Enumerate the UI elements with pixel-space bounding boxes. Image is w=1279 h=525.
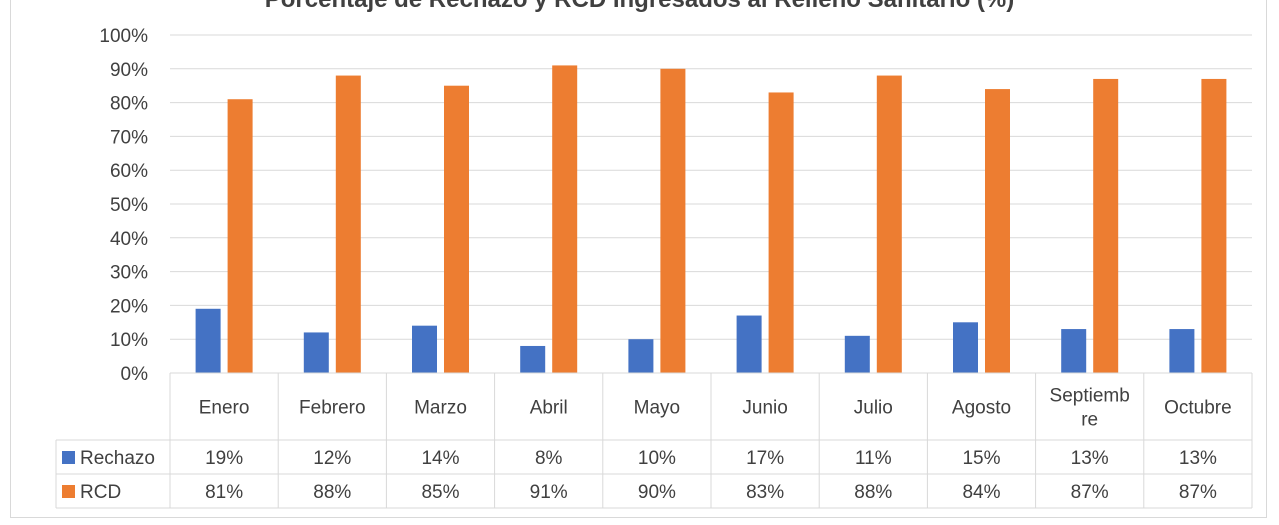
bar-rechazo-julio	[844, 335, 870, 373]
data-label-rechazo: 11%	[855, 448, 892, 469]
y-axis-ticks: 0% 10% 20% 30% 40% 50% 60% 70% 80% 90% 100%	[99, 26, 148, 385]
y-tick-label: 100%	[99, 26, 148, 47]
y-tick-label: 0%	[121, 364, 149, 385]
y-tick-label: 10%	[110, 330, 148, 351]
data-label-rcd: 87%	[1071, 482, 1109, 503]
data-label-rechazo: 14%	[421, 448, 459, 469]
bar-rcd-febrero	[335, 75, 361, 373]
y-tick-label: 80%	[110, 94, 148, 115]
bar-rechazo-mayo	[628, 339, 654, 373]
data-label-rcd: 84%	[962, 482, 1000, 503]
data-label-rcd: 83%	[746, 482, 784, 503]
data-label-rechazo: 17%	[746, 448, 784, 469]
data-label-rechazo: 12%	[313, 448, 351, 469]
data-label-rcd: 81%	[205, 482, 243, 503]
category-label: re	[1081, 410, 1098, 431]
data-label-rcd: 91%	[530, 482, 568, 503]
data-label-rechazo: 13%	[1071, 448, 1109, 469]
category-label: Abril	[530, 398, 568, 419]
bar-rcd-septiembre	[1093, 78, 1119, 373]
y-tick-label: 30%	[110, 263, 148, 284]
bar-rcd-julio	[876, 75, 902, 373]
bar-rechazo-septiembre	[1061, 329, 1087, 373]
bars	[195, 65, 1227, 374]
bar-rechazo-abril	[520, 345, 546, 373]
bar-rechazo-febrero	[303, 332, 329, 373]
chart-frame	[10, 0, 1267, 518]
data-label-rcd: 90%	[638, 482, 676, 503]
bar-rcd-mayo	[660, 68, 686, 374]
bar-rcd-junio	[768, 92, 794, 374]
bar-rcd-agosto	[985, 89, 1010, 373]
category-label: Marzo	[414, 398, 467, 419]
y-tick-label: 40%	[110, 229, 148, 250]
category-label: Mayo	[634, 398, 680, 419]
data-label-rechazo: 13%	[1179, 448, 1217, 469]
data-label-rcd: 88%	[854, 482, 892, 503]
bar-rcd-marzo	[444, 85, 469, 373]
bar-rcd-enero	[227, 99, 253, 373]
category-label: Agosto	[952, 398, 1011, 419]
data-label-rechazo: 10%	[638, 448, 676, 469]
data-label-rcd: 87%	[1179, 482, 1217, 503]
category-label: Octubre	[1164, 398, 1232, 419]
category-label: Junio	[742, 398, 787, 419]
y-tick-label: 70%	[110, 127, 148, 148]
data-label-rcd: 85%	[421, 482, 459, 503]
y-tick-label: 20%	[110, 296, 148, 317]
y-tick-label: 50%	[110, 195, 148, 216]
y-tick-label: 90%	[110, 60, 148, 81]
legend-label: RCD	[80, 482, 121, 503]
category-label: Febrero	[299, 398, 366, 419]
legend-key-rechazo	[62, 451, 75, 464]
bar-rechazo-junio	[736, 315, 762, 373]
category-label: Septiemb	[1050, 386, 1130, 407]
chart-title: Porcentaje de Rechazo y RCD Ingresados a…	[0, 0, 1279, 14]
category-label: Julio	[854, 398, 893, 419]
data-label-rechazo: 15%	[962, 448, 1000, 469]
category-label: Enero	[199, 398, 250, 419]
bar-rechazo-agosto	[953, 322, 978, 373]
legend-label: Rechazo	[80, 448, 155, 469]
bar-rcd-octubre	[1201, 78, 1227, 373]
bar-rechazo-octubre	[1169, 329, 1195, 373]
data-table: Enero Febrero Marzo Abril Mayo Junio Julio Agos…	[55, 372, 1253, 509]
bar-rechazo-marzo	[412, 325, 437, 373]
data-label-rcd: 88%	[313, 482, 351, 503]
legend-key-rcd	[62, 485, 75, 498]
bar-rechazo-enero	[195, 308, 221, 373]
y-tick-label: 60%	[110, 161, 148, 182]
data-label-rechazo: 8%	[535, 448, 563, 469]
gridlines	[170, 34, 1252, 340]
data-label-rechazo: 19%	[205, 448, 243, 469]
bar-rcd-abril	[552, 65, 578, 374]
